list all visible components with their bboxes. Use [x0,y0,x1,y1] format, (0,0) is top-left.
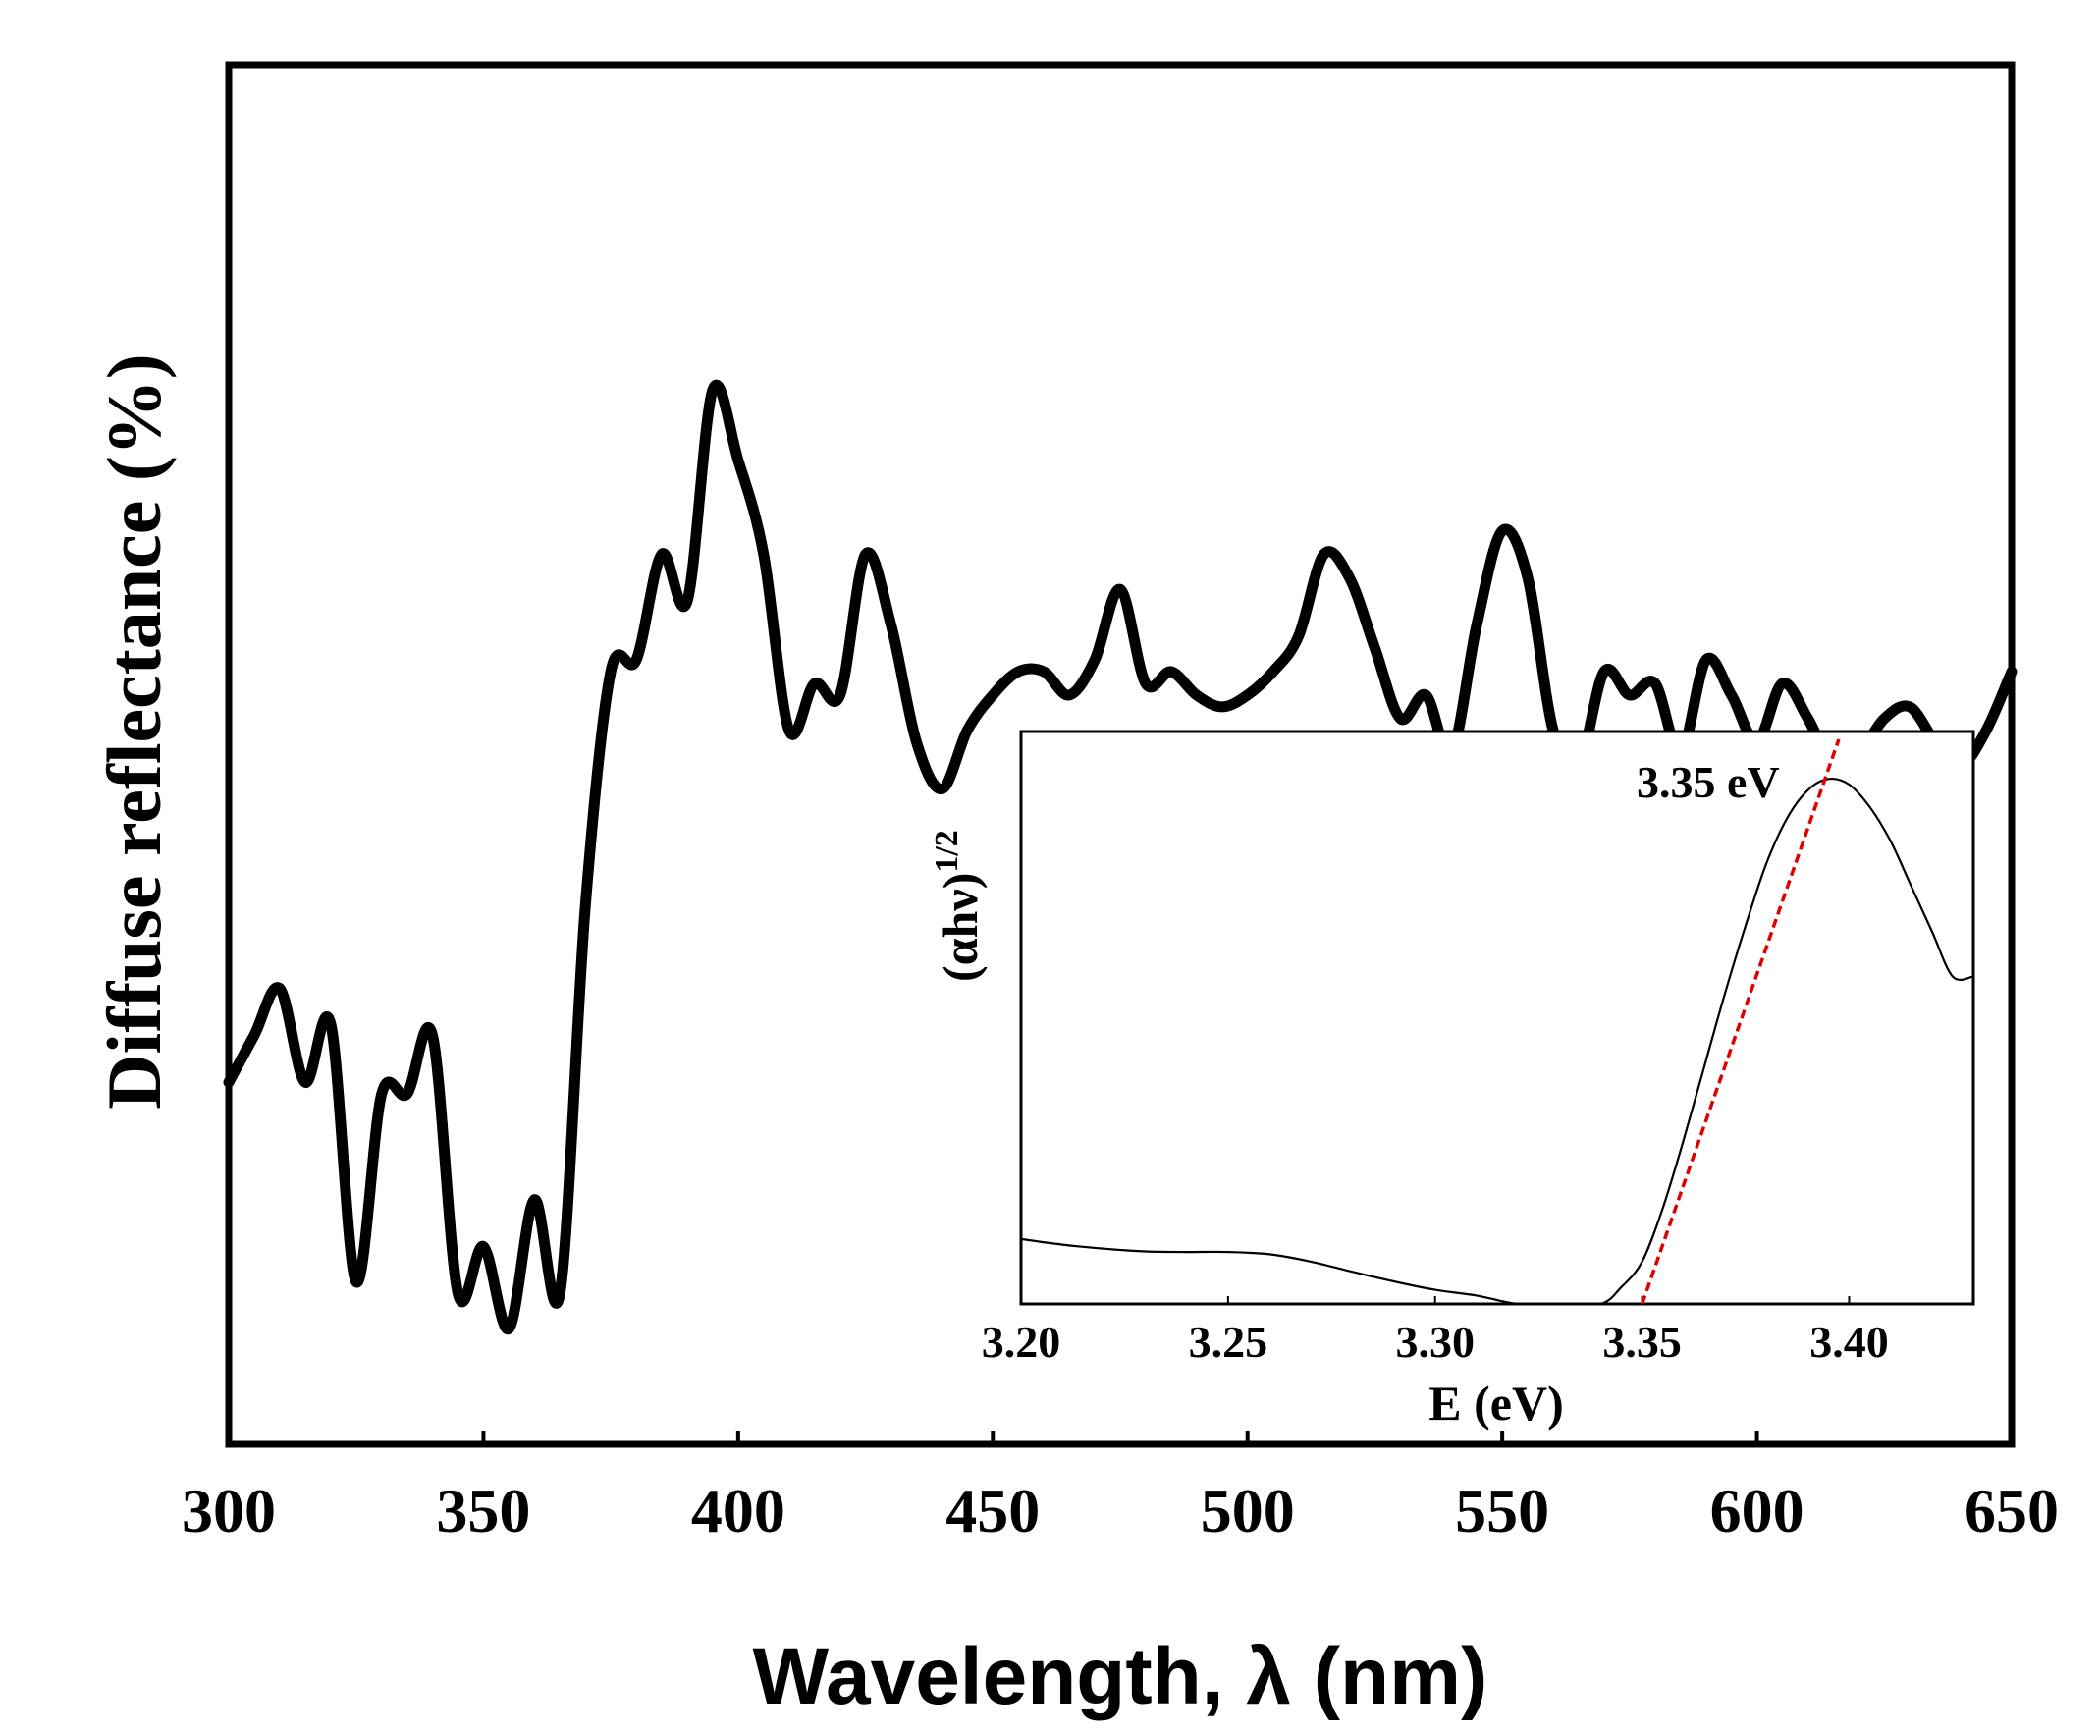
inset-series-group [1021,738,1973,1304]
main-x-tick-label: 350 [436,1476,530,1546]
inset-x-axis-title: E (eV) [1428,1376,1563,1431]
main-y-axis-title: Diffuse reflectance (%) [91,353,177,1110]
inset-series-line-linear-fit [1640,738,1841,1304]
inset-x-tick-label: 3.35 [1602,1317,1682,1367]
inset-annotation-bandgap: 3.35 eV [1637,757,1780,807]
svg-text:(αhν)1/2: (αhν)1/2 [929,830,988,982]
main-x-tick-label: 300 [182,1476,276,1546]
main-series-line-reflectance [223,379,2018,1334]
inset-series-line-Tauc-plot [1021,777,1973,1304]
inset-x-tick-label: 3.20 [982,1317,1061,1367]
inset-x-tick-label: 3.30 [1395,1317,1475,1367]
main-x-tick-label: 650 [1965,1476,2059,1546]
main-x-tick-label: 550 [1455,1476,1549,1546]
inset-y-axis-title-group: (αhν)1/2 [929,830,988,982]
main-x-tick-label: 400 [691,1476,785,1546]
main-x-tick-label: 450 [945,1476,1040,1546]
inset-plot-frame [1019,730,1975,1306]
inset-x-ticks: 3.20 3.25 3.30 3.35 3.40 [982,1296,1889,1367]
main-x-tick-label: 500 [1201,1476,1295,1546]
inset-x-tick-label: 3.25 [1189,1317,1268,1367]
inset-background [1021,732,1973,1304]
inset-x-tick-label: 3.40 [1809,1317,1889,1367]
main-x-axis-title: Wavelength, λ (nm) [753,1632,1488,1721]
main-series-group [223,379,2018,1334]
main-x-tick-label: 600 [1710,1476,1804,1546]
inset-y-axis-title: (αhν) [933,873,988,982]
main-x-ticks: 300 350 400 450 500 550 600 650 [182,1431,2059,1546]
inset-y-axis-superscript: 1/2 [929,830,965,872]
main-plot-frame [225,61,2016,1448]
